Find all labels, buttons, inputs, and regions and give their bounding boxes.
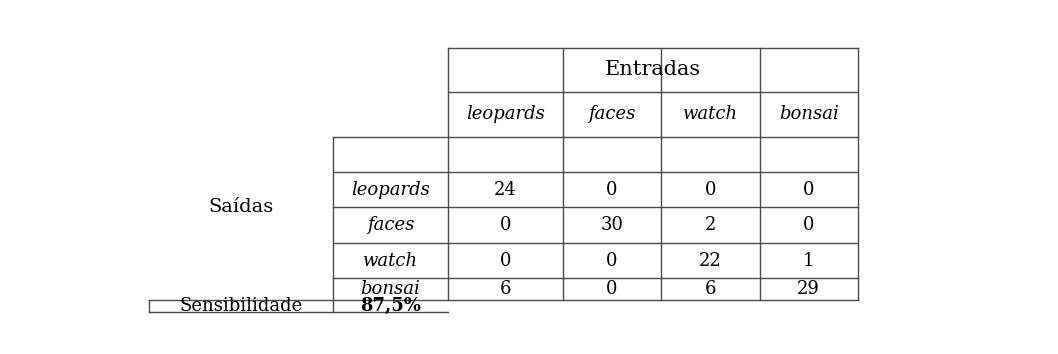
Text: 24: 24 — [494, 181, 516, 199]
Text: 6: 6 — [499, 280, 511, 298]
Text: 0: 0 — [499, 252, 511, 269]
Text: 0: 0 — [606, 252, 618, 269]
Text: 0: 0 — [705, 181, 716, 199]
Text: 0: 0 — [606, 181, 618, 199]
Text: Entradas: Entradas — [605, 60, 701, 79]
Text: 1: 1 — [803, 252, 815, 269]
Text: watch: watch — [363, 252, 418, 269]
Text: 22: 22 — [699, 252, 722, 269]
Text: leopards: leopards — [466, 105, 545, 123]
Text: bonsai: bonsai — [361, 280, 420, 298]
Text: 29: 29 — [798, 280, 820, 298]
Text: 0: 0 — [606, 280, 618, 298]
Text: 0: 0 — [803, 181, 815, 199]
Text: 0: 0 — [803, 216, 815, 234]
Text: 2: 2 — [705, 216, 716, 234]
Text: 0: 0 — [499, 216, 511, 234]
Text: 6: 6 — [705, 280, 716, 298]
Text: 87,5%: 87,5% — [360, 297, 421, 315]
Text: Sensibilidade: Sensibilidade — [179, 297, 303, 315]
Text: bonsai: bonsai — [779, 105, 839, 123]
Text: Saídas: Saídas — [208, 198, 274, 216]
Text: watch: watch — [682, 105, 737, 123]
Text: faces: faces — [588, 105, 636, 123]
Text: leopards: leopards — [351, 181, 430, 199]
Text: faces: faces — [367, 216, 415, 234]
Text: 30: 30 — [601, 216, 623, 234]
